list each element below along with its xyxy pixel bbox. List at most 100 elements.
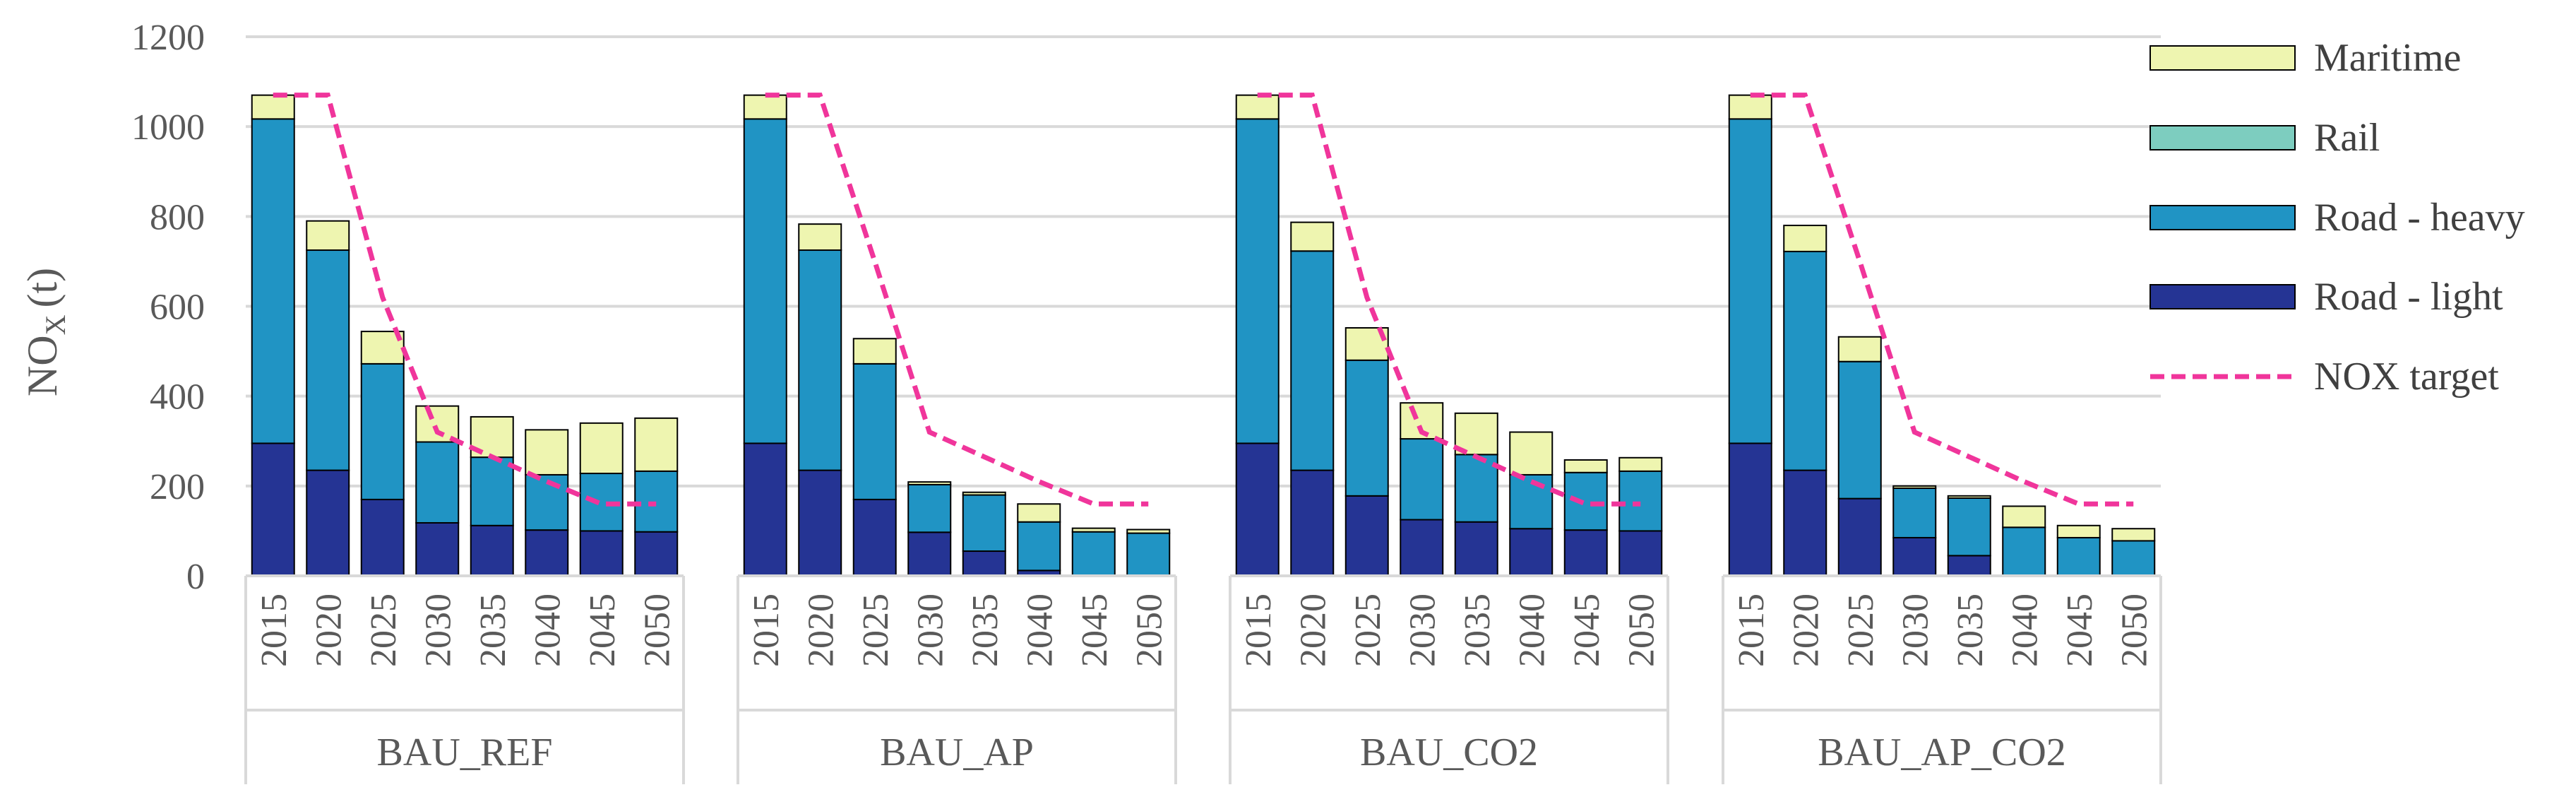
y-tick-label: 0 xyxy=(186,557,205,597)
bar-road-heavy-bau_ref-2030 xyxy=(415,441,460,524)
bar-road-light-bau_ref-2050 xyxy=(634,531,679,577)
bar-road-heavy-bau_co2-2020 xyxy=(1290,250,1335,471)
bar-road-heavy-bau_co2-2050 xyxy=(1618,470,1663,532)
x-tick-year: 2045 xyxy=(1075,594,1115,667)
bar-road-heavy-bau_ap_co2-2035 xyxy=(1947,497,1991,557)
bar-road-heavy-bau_co2-2025 xyxy=(1344,359,1389,497)
bar-road-light-bau_co2-2025 xyxy=(1344,495,1389,577)
y-axis-label-main: NO xyxy=(19,335,66,396)
bar-road-light-bau_ap-2030 xyxy=(907,531,952,577)
axes xyxy=(244,574,2162,784)
bar-road-heavy-bau_ap-2050 xyxy=(1126,532,1171,577)
bar-maritime-bau_ap_co2-2015 xyxy=(1728,94,1772,120)
bar-maritime-bau_co2-2050 xyxy=(1618,456,1663,472)
x-tick-year: 2030 xyxy=(1895,594,1936,667)
bar-road-heavy-bau_ap-2015 xyxy=(743,118,787,444)
bar-maritime-bau_ap_co2-2035 xyxy=(1947,495,1991,500)
bar-road-light-bau_ap_co2-2035 xyxy=(1947,555,1991,577)
bar-road-heavy-bau_co2-2045 xyxy=(1563,471,1608,531)
bars xyxy=(251,94,2156,577)
y-axis-label: NOX (t) xyxy=(19,268,71,396)
y-tick-label: 800 xyxy=(150,197,205,237)
legend-label: Rail xyxy=(2314,116,2380,160)
x-tick-year: 2040 xyxy=(527,594,568,667)
bar-maritime-bau_ap_co2-2030 xyxy=(1892,485,1937,490)
bar-maritime-bau_ap-2035 xyxy=(962,491,1006,496)
x-tick-year: 2015 xyxy=(1731,594,1772,667)
x-tick-year: 2020 xyxy=(309,594,349,667)
x-tick-year: 2035 xyxy=(1950,594,1991,667)
bar-road-light-bau_ap-2015 xyxy=(743,442,787,577)
y-tick-label: 600 xyxy=(150,288,205,328)
bar-road-light-bau_ref-2020 xyxy=(306,469,350,577)
bar-maritime-bau_co2-2020 xyxy=(1290,221,1335,252)
bar-road-light-bau_co2-2030 xyxy=(1400,519,1444,577)
x-tick-year: 2050 xyxy=(1129,594,1169,667)
bar-road-heavy-bau_ap_co2-2045 xyxy=(2056,536,2101,577)
x-tick-year: 2030 xyxy=(910,594,950,667)
legend-swatch-road-light xyxy=(2149,284,2296,309)
bar-road-light-bau_ref-2040 xyxy=(525,529,569,577)
bar-road-heavy-bau_ap_co2-2025 xyxy=(1837,360,1882,500)
y-tick-labels: 0 200 400 600 800 1000 1200 xyxy=(131,18,205,597)
bar-road-light-bau_co2-2035 xyxy=(1454,521,1498,577)
x-tick-year: 2040 xyxy=(1020,594,1060,667)
y-tick-label: 1200 xyxy=(131,18,205,58)
target-line-bau_ref xyxy=(273,93,657,507)
group-label: BAU_REF xyxy=(377,731,553,774)
bar-road-light-bau_ap-2035 xyxy=(962,550,1006,577)
x-tick-year: 2015 xyxy=(254,594,294,667)
x-tick-year: 2020 xyxy=(801,594,841,667)
bar-maritime-bau_ap_co2-2020 xyxy=(1783,225,1827,252)
bar-road-heavy-bau_ap_co2-2030 xyxy=(1892,488,1937,538)
bar-maritime-bau_co2-2015 xyxy=(1235,94,1280,120)
bar-maritime-bau_ref-2020 xyxy=(306,220,350,252)
bar-maritime-bau_ap_co2-2045 xyxy=(2056,524,2101,538)
bar-road-light-bau_co2-2045 xyxy=(1563,529,1608,577)
x-tick-year: 2035 xyxy=(473,594,513,667)
bar-maritime-bau_ref-2045 xyxy=(579,422,624,475)
x-tick-year: 2040 xyxy=(1512,594,1552,667)
x-tick-year: 2015 xyxy=(746,594,787,667)
bar-maritime-bau_ap-2050 xyxy=(1126,529,1171,534)
x-tick-year: 2025 xyxy=(1348,594,1388,667)
bar-road-heavy-bau_ap_co2-2040 xyxy=(2002,526,2046,577)
legend-label: Road - light xyxy=(2314,275,2503,319)
bar-road-heavy-bau_ap-2045 xyxy=(1071,531,1116,577)
bar-maritime-bau_ref-2040 xyxy=(525,429,569,476)
y-axis-label-sub: X xyxy=(40,314,71,335)
bar-road-heavy-bau_ap_co2-2020 xyxy=(1783,250,1827,471)
bar-road-light-bau_ap_co2-2015 xyxy=(1728,442,1772,577)
bar-maritime-bau_co2-2040 xyxy=(1509,431,1554,476)
bar-road-light-bau_ref-2035 xyxy=(470,524,514,577)
bar-road-light-bau_ap_co2-2025 xyxy=(1837,497,1882,577)
x-tick-year: 2045 xyxy=(1567,594,1607,667)
x-tick-year: 2035 xyxy=(965,594,1006,667)
bar-road-heavy-bau_ref-2015 xyxy=(251,118,295,444)
legend-swatch-rail xyxy=(2149,125,2296,150)
legend-label: NOX target xyxy=(2314,355,2499,398)
bar-maritime-bau_ref-2015 xyxy=(251,94,295,120)
x-tick-year: 2025 xyxy=(1841,594,1881,667)
target-line-bau_ap xyxy=(765,93,1149,507)
x-tick-year: 2020 xyxy=(1293,594,1333,667)
target-line-bau_co2 xyxy=(1257,93,1641,507)
bar-road-light-bau_ref-2045 xyxy=(579,530,624,577)
bar-maritime-bau_ap-2045 xyxy=(1071,527,1116,533)
bar-maritime-bau_ap-2025 xyxy=(852,338,897,365)
bar-road-light-bau_co2-2020 xyxy=(1290,469,1335,577)
group-label: BAU_CO2 xyxy=(1360,731,1538,774)
bar-road-light-bau_ref-2030 xyxy=(415,521,460,577)
bar-maritime-bau_ap_co2-2050 xyxy=(2111,528,2156,542)
x-tick-year: 2015 xyxy=(1239,594,1279,667)
x-tick-labels: 2015 2020 2025 2030 2035 2040 2045 2050 BAU_REF 2… xyxy=(254,594,2155,774)
bar-road-heavy-bau_ap-2040 xyxy=(1017,521,1061,572)
bar-road-heavy-bau_co2-2015 xyxy=(1235,118,1280,444)
x-tick-year: 2035 xyxy=(1457,594,1498,667)
bar-maritime-bau_ap-2040 xyxy=(1017,503,1061,523)
legend: Maritime Rail Road - heavy Road - light NOX … xyxy=(2149,36,2525,398)
x-tick-year: 2030 xyxy=(1402,594,1443,667)
bar-road-heavy-bau_ap-2030 xyxy=(907,483,952,533)
bar-road-light-bau_co2-2015 xyxy=(1235,442,1280,577)
y-tick-label: 200 xyxy=(150,467,205,507)
